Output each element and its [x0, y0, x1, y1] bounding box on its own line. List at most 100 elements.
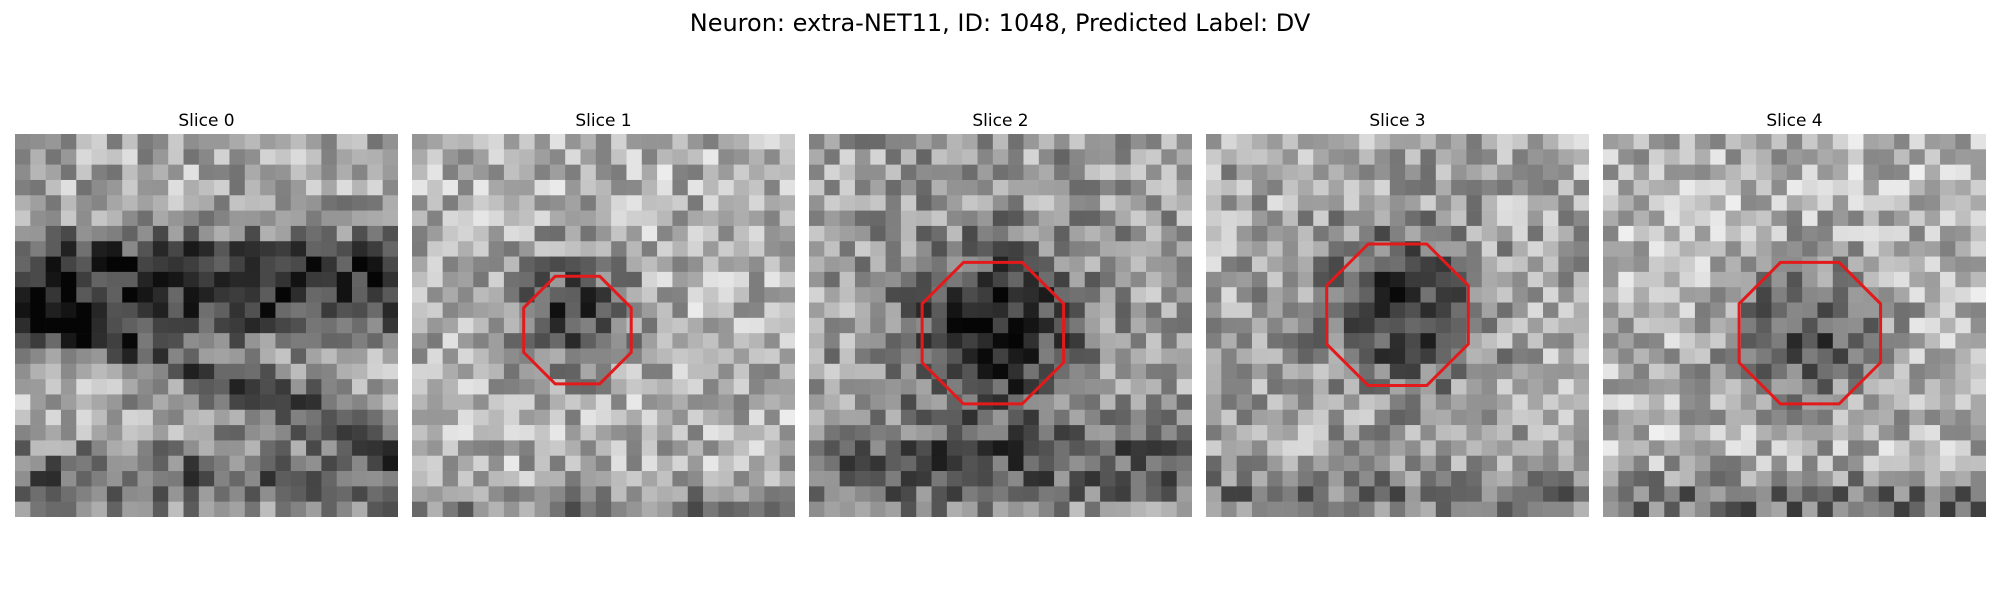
pixel-cell: [1725, 271, 1742, 288]
pixel-cell: [1497, 287, 1513, 303]
pixel-cell: [718, 363, 735, 380]
pixel-cell: [503, 317, 520, 334]
pixel-cell: [992, 333, 1009, 349]
pixel-cell: [992, 195, 1009, 211]
pixel-cell: [122, 425, 138, 441]
pixel-cell: [519, 225, 535, 242]
pixel-cell: [1282, 486, 1299, 502]
pixel-cell: [519, 256, 535, 273]
pixel-cell: [412, 455, 428, 472]
pixel-cell: [260, 149, 276, 165]
pixel-cell: [1558, 241, 1574, 257]
pixel-cell: [809, 225, 825, 242]
pixel-cell: [1084, 348, 1101, 365]
pixel-cell: [352, 210, 368, 227]
pixel-cell: [503, 149, 520, 165]
pixel-cell: [1817, 486, 1834, 502]
pixel-cell: [1771, 225, 1788, 242]
pixel-cell: [1161, 363, 1177, 380]
pixel-cell: [1710, 409, 1726, 426]
pixel-cell: [473, 486, 489, 502]
pixel-cell: [1236, 379, 1253, 395]
pixel-cell: [275, 271, 292, 288]
pixel-cell: [152, 256, 169, 273]
pixel-cell: [122, 486, 138, 502]
pixel-cell: [1694, 440, 1711, 457]
pixel-cell: [30, 241, 46, 257]
pixel-cell: [1236, 455, 1253, 472]
pixel-cell: [549, 455, 566, 472]
pixel-cell: [611, 471, 627, 487]
pixel-cell: [503, 134, 520, 150]
pixel-cell: [1786, 425, 1803, 441]
pixel-cell: [916, 394, 932, 411]
pixel-cell: [183, 134, 200, 150]
pixel-cell: [1008, 379, 1024, 395]
pixel-cell: [214, 379, 230, 395]
pixel-cell: [367, 256, 383, 273]
pixel-cell: [1161, 394, 1177, 411]
pixel-cell: [1527, 394, 1544, 411]
pixel-cell: [916, 348, 932, 365]
pixel-cell: [839, 333, 856, 349]
pixel-cell: [1664, 134, 1680, 150]
pixel-cell: [1955, 486, 1971, 502]
pixel-cell: [336, 317, 353, 334]
pixel-cell: [244, 179, 261, 196]
pixel-cell: [1848, 302, 1864, 319]
pixel-cell: [1100, 256, 1116, 273]
pixel-cell: [779, 302, 795, 319]
pixel-cell: [367, 271, 383, 288]
pixel-cell: [1512, 363, 1529, 380]
pixel-cell: [1100, 455, 1116, 472]
pixel-cell: [1771, 486, 1788, 502]
pixel-cell: [870, 363, 886, 380]
pixel-cell: [916, 210, 932, 227]
pixel-cell: [503, 271, 520, 288]
pixel-cell: [870, 287, 886, 303]
pixel-cell: [1054, 394, 1070, 411]
pixel-cell: [900, 471, 917, 487]
pixel-cell: [30, 425, 46, 441]
pixel-cell: [565, 256, 581, 273]
pixel-cell: [1802, 425, 1818, 441]
pixel-cell: [687, 333, 704, 349]
pixel-cell: [931, 471, 948, 487]
pixel-cell: [1832, 425, 1849, 441]
pixel-cell: [1343, 134, 1360, 150]
pixel-cell: [703, 287, 719, 303]
pixel-cell: [870, 440, 886, 457]
pixel-cell: [1206, 195, 1222, 211]
pixel-cell: [764, 486, 780, 502]
pixel-cell: [1130, 317, 1147, 334]
pixel-cell: [1970, 241, 1986, 257]
pixel-cell: [1084, 486, 1101, 502]
pixel-cell: [1420, 455, 1437, 472]
pixel-cell: [106, 225, 123, 242]
pixel-cell: [946, 287, 963, 303]
pixel-cell: [1359, 302, 1375, 319]
pixel-cell: [1725, 501, 1742, 517]
pixel-cell: [534, 471, 551, 487]
pixel-cell: [641, 348, 658, 365]
pixel-cell: [809, 271, 825, 288]
pixel-cell: [1161, 333, 1177, 349]
pixel-cell: [611, 348, 627, 365]
pixel-cell: [687, 379, 704, 395]
pixel-cell: [306, 225, 322, 242]
pixel-cell: [1176, 394, 1192, 411]
pixel-cell: [764, 501, 780, 517]
pixel-cell: [1786, 179, 1803, 196]
pixel-cell: [1176, 179, 1192, 196]
pixel-cell: [1146, 134, 1162, 150]
pixel-cell: [1832, 210, 1849, 227]
pixel-cell: [749, 256, 765, 273]
pixel-cell: [1710, 455, 1726, 472]
pixel-cell: [1603, 241, 1619, 257]
pixel-cell: [275, 256, 292, 273]
pixel-cell: [1328, 455, 1345, 472]
pixel-cell: [15, 271, 31, 288]
pixel-cell: [1481, 394, 1498, 411]
pixel-cell: [352, 348, 368, 365]
pixel-cell: [1405, 317, 1421, 334]
